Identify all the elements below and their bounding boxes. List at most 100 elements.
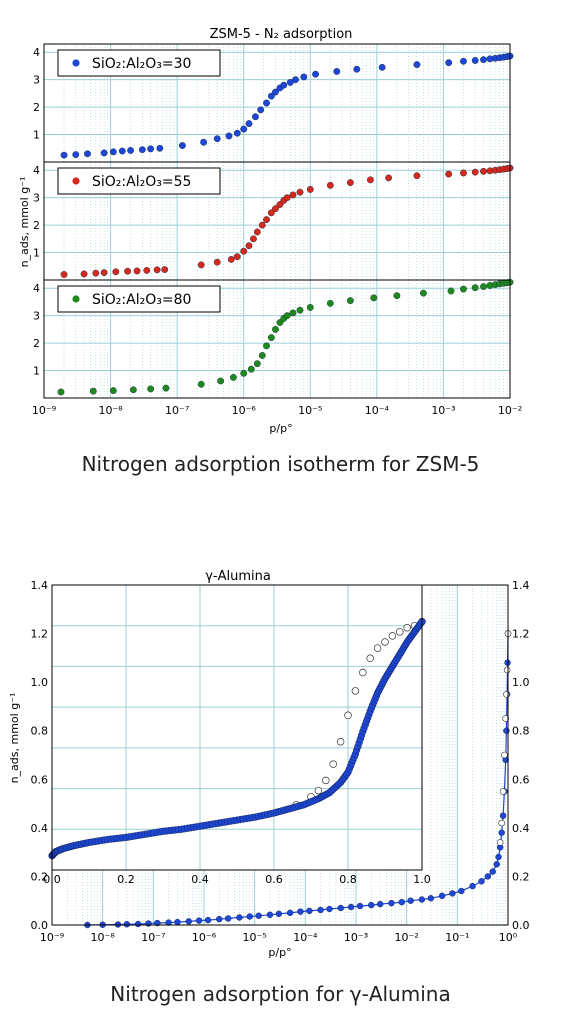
y-tick-label-left: 0.8	[31, 725, 49, 738]
data-point	[258, 352, 266, 359]
data-point	[267, 92, 275, 100]
inset-desorption-point	[351, 687, 360, 695]
legend-marker	[72, 59, 80, 67]
desorption-point	[498, 819, 505, 827]
data-point	[489, 868, 496, 875]
data-point	[493, 861, 500, 868]
data-point	[230, 374, 237, 381]
data-point	[413, 61, 421, 68]
inset-desorption-point	[314, 786, 323, 795]
inset-desorption-point	[373, 644, 382, 652]
data-point	[217, 377, 225, 385]
data-point	[216, 915, 223, 923]
data-point	[185, 918, 192, 925]
data-point	[272, 205, 279, 213]
data-point	[267, 209, 275, 217]
inset-x-tick-label: 0.0	[43, 873, 61, 886]
inset-desorption-point	[322, 776, 330, 785]
data-point	[267, 334, 275, 342]
data-point	[385, 174, 392, 182]
main-series-line	[87, 633, 509, 926]
x-tick-label: 10⁻³	[344, 931, 368, 944]
data-point	[245, 120, 253, 127]
y-tick-label-right: 1.2	[512, 628, 530, 641]
legend: SiO₂:Al₂O₃=30	[57, 49, 221, 77]
x-tick-label: 10⁻¹	[445, 931, 469, 944]
data-point	[286, 909, 294, 917]
x-tick-label: 10⁻³	[431, 404, 455, 417]
data-point	[407, 897, 414, 904]
data-point	[286, 79, 294, 86]
data-point	[471, 168, 479, 176]
inset-desorption-point	[336, 737, 345, 746]
data-point	[289, 191, 297, 199]
data-point	[447, 287, 455, 295]
x-tick-label: 10⁻⁵	[298, 404, 322, 417]
x-tick-label: 10⁻⁷	[165, 404, 189, 417]
data-point	[147, 145, 155, 153]
data-point	[129, 386, 137, 394]
alumina-chart-title: γ-Alumina	[205, 569, 271, 584]
y-tick-label-left: 1.0	[31, 676, 49, 689]
data-point	[124, 267, 131, 275]
data-point	[495, 853, 502, 861]
data-point	[200, 138, 208, 146]
data-point	[133, 267, 141, 275]
data-point	[272, 88, 279, 96]
data-point	[240, 125, 248, 133]
legend-label: SiO₂:Al₂O₃=55	[92, 174, 191, 190]
data-point	[337, 904, 344, 912]
inset-desorption-point	[366, 654, 374, 663]
inset-x-tick-label: 0.4	[191, 873, 209, 886]
inset-x-tick-label: 0.2	[117, 873, 135, 886]
data-point	[227, 256, 235, 263]
data-point	[127, 147, 135, 154]
data-point	[296, 188, 304, 196]
data-point	[253, 228, 261, 236]
y-tick-label: 1	[33, 129, 40, 142]
x-tick-label: 10⁻²	[498, 404, 522, 417]
data-point	[471, 284, 479, 292]
data-point	[100, 269, 108, 276]
inset-frame	[51, 584, 423, 871]
alumina-caption: Nitrogen adsorption for γ-Alumina	[110, 982, 451, 1006]
data-point	[498, 829, 505, 836]
zsm5-panel-1: 1 2 3 4 SiO₂:Al₂O₃=30	[33, 43, 514, 163]
data-point	[398, 898, 405, 906]
y-tick-label-left: 1.2	[31, 628, 49, 641]
data-point	[240, 247, 248, 255]
y-tick-label-right: 0.4	[512, 822, 530, 835]
data-point	[419, 289, 427, 297]
data-point	[112, 268, 120, 276]
data-point	[469, 882, 476, 890]
y-tick-label-right: 0.0	[512, 919, 530, 932]
data-point	[292, 76, 299, 84]
y-tick-label: 1	[33, 365, 40, 378]
legend-box	[57, 167, 221, 195]
legend: SiO₂:Al₂O₃=55	[57, 167, 221, 195]
x-tick-label: 10⁻⁸	[98, 404, 123, 417]
data-point	[499, 812, 507, 819]
zsm5-chart: ZSM-5 - N₂ adsorption 1234SiO₂:Al₂O₃=301…	[18, 27, 522, 435]
data-point	[393, 292, 401, 300]
data-point	[378, 63, 386, 71]
desorption-point	[501, 751, 508, 759]
data-point	[153, 266, 161, 274]
zsm5-chart-title: ZSM-5 - N₂ adsorption	[210, 27, 353, 42]
y-tick-label-left: 0.2	[31, 870, 49, 883]
data-point	[156, 144, 164, 152]
data-point	[197, 380, 205, 388]
data-point	[480, 283, 487, 290]
data-point	[123, 921, 131, 928]
data-point	[312, 70, 319, 78]
y-tick-label-right: 0.2	[512, 870, 530, 883]
x-tick-label: 10⁻⁶	[232, 404, 257, 417]
y-tick-label: 4	[33, 282, 40, 295]
x-tick-label: 10⁻⁹	[32, 404, 56, 417]
data-point	[109, 387, 117, 394]
legend-box	[57, 49, 221, 77]
inset-x-tick-label: 1.0	[413, 873, 431, 886]
data-point	[376, 900, 384, 908]
data-point	[297, 908, 304, 915]
data-point	[109, 148, 117, 156]
